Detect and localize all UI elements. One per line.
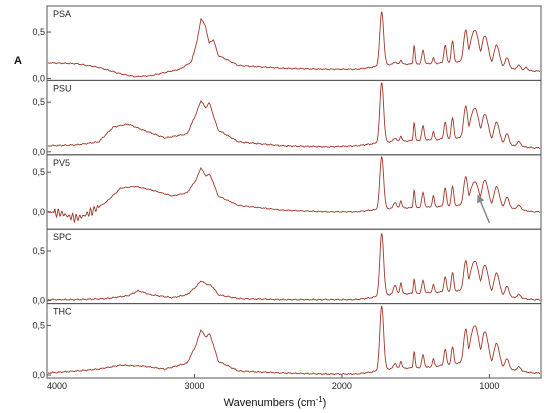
panel-psu: PSU 0,0 0,5: [32, 79, 542, 157]
x-axis-title-close: ): [323, 397, 327, 409]
y-tick-label: 0,5: [32, 320, 45, 330]
spectrum-line-spc: [47, 232, 541, 301]
annotation-arrow-head: [477, 194, 485, 204]
spectrum-line-pv5: [47, 156, 541, 224]
y-tick-label: 0,5: [32, 246, 45, 256]
y-tick-label: 0,5: [32, 167, 45, 177]
panels-group: PSA 0,0 0,5 PSU 0,0 0,5 PV5 0,0 0,5 SPC 0,0 0,5 THC 0…: [32, 5, 542, 380]
x-axis: 4000 3000 2000 1000: [46, 374, 499, 391]
x-axis-title-sup: -1: [316, 395, 324, 404]
panel-frame: [46, 79, 542, 156]
panel-thc: THC 0,0 0,5: [32, 303, 542, 380]
spectrum-line-psu: [47, 82, 541, 149]
spectrum-line-thc: [47, 305, 541, 376]
panel-frame: [46, 5, 542, 81]
panel-label: PV5: [53, 158, 70, 168]
y-tick-label: 0,0: [32, 74, 45, 84]
panel-psa: PSA 0,0 0,5: [32, 5, 542, 84]
y-tick-label: 0,5: [32, 97, 45, 107]
panel-frame: [46, 303, 542, 379]
panel-pv5: PV5 0,0 0,5: [32, 154, 542, 230]
panel-label: PSA: [53, 9, 71, 19]
panel-label: THC: [53, 307, 72, 317]
y-tick-label: 0,0: [32, 296, 45, 306]
panel-label: SPC: [53, 232, 72, 242]
y-tick-label: 0,0: [32, 147, 45, 157]
panel-spc: SPC 0,0 0,5: [32, 228, 542, 306]
y-tick-label: 0,0: [32, 207, 45, 217]
x-axis-title: Wavenumbers (cm-1): [224, 395, 327, 409]
y-tick-label: 0,5: [32, 27, 45, 37]
panel-label: PSU: [53, 83, 72, 93]
spectrum-line-psa: [47, 11, 541, 78]
x-tick-label: 2000: [332, 381, 352, 391]
panel-frame: [46, 154, 542, 230]
x-axis-title-main: Wavenumbers (cm: [224, 397, 316, 409]
y-axis-title: A: [14, 55, 22, 67]
x-tick-label: 4000: [47, 381, 67, 391]
x-tick-label: 3000: [184, 381, 204, 391]
x-tick-label: 1000: [479, 381, 499, 391]
y-tick-label: 0,0: [32, 370, 45, 380]
annotation-arrow-shaft: [479, 201, 491, 224]
